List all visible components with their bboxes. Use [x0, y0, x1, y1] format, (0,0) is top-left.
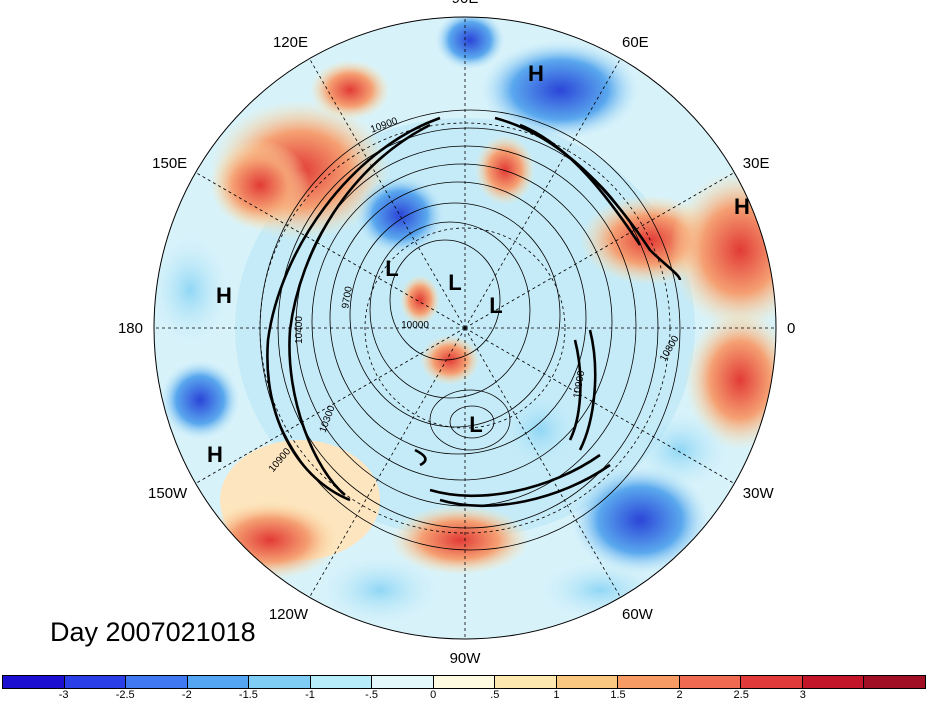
- meridian-line: [309, 327, 466, 598]
- colorbar-swatch: [556, 676, 619, 688]
- colorbar-tick-label: -2.5: [115, 689, 135, 701]
- longitude-label: 30W: [743, 485, 775, 502]
- colorbar-tick-label: -2: [181, 689, 192, 701]
- colorbar-tick-label: 3: [799, 689, 806, 701]
- colorbar-swatch: [618, 676, 680, 688]
- colorbar-swatch: [187, 676, 250, 688]
- colorbar-ticks: -3 -2.5 -2 -1.5 -1 -.5 0 .5 1 1.5 2 2.5 3: [2, 689, 926, 702]
- low-pressure-label: L: [489, 293, 502, 318]
- low-pressure-label: L: [448, 270, 461, 295]
- longitude-label: 120E: [273, 34, 308, 51]
- longitude-label: 60W: [622, 606, 654, 623]
- meridian-line: [464, 327, 735, 484]
- longitude-label: 120W: [269, 606, 309, 623]
- contour-value-label: 9700: [340, 285, 355, 309]
- colorbar: [2, 675, 926, 689]
- colorbar-swatch: [3, 676, 65, 688]
- low-pressure-label: L: [469, 412, 482, 437]
- colorbar-tick-label: -.5: [365, 689, 379, 701]
- longitude-labels: 90E 60E 30E 0 30W 60W 90W 120W 150W 180 150E 120E: [118, 0, 795, 667]
- colorbar-swatch: [249, 676, 311, 688]
- longitude-label: 90E: [452, 0, 479, 7]
- longitude-label: 180: [118, 320, 143, 337]
- polar-map: 90E 60E 30E 0 30W 60W 90W 120W 150W 180 150E 120E H…: [118, 0, 795, 667]
- meridian-line: [464, 58, 621, 329]
- colorbar-tick-label: 1: [553, 689, 560, 701]
- longitude-label: 90W: [450, 650, 482, 667]
- low-pressure-label: L: [385, 256, 398, 281]
- high-pressure-label: H: [216, 283, 232, 308]
- longitude-label: 0: [787, 320, 795, 337]
- colorbar-tick-label: .5: [490, 689, 500, 701]
- colorbar-swatch: [802, 676, 865, 688]
- colorbar-swatch: [433, 676, 496, 688]
- colorbar-tick-label: -3: [58, 689, 69, 701]
- colorbar-tick-label: -1: [305, 689, 315, 701]
- colorbar-swatch: [372, 676, 434, 688]
- colorbar-swatch: [864, 676, 925, 688]
- high-pressure-label: H: [528, 61, 544, 86]
- pressure-center-labels: H H H H L L L L: [207, 61, 750, 467]
- contour-value-label: 10000: [401, 320, 429, 331]
- high-pressure-label: H: [207, 442, 223, 467]
- high-pressure-label: H: [734, 194, 750, 219]
- map-grid: [153, 16, 777, 640]
- colorbar-swatch: [310, 676, 373, 688]
- colorbar-tick-label: 2.5: [733, 689, 749, 701]
- longitude-label: 60E: [622, 34, 649, 51]
- longitude-label: 150E: [152, 155, 187, 172]
- colorbar-tick-label: 2: [676, 689, 683, 701]
- contour-value-label: 10400: [294, 316, 305, 344]
- colorbar-tick-label: 1.5: [610, 689, 626, 701]
- contour-value-label: 10900: [572, 369, 588, 399]
- meridian-line: [195, 327, 466, 484]
- day-label: Day 2007021018: [50, 617, 256, 647]
- longitude-label: 150W: [148, 485, 188, 502]
- colorbar-tick-label: 0: [430, 689, 437, 701]
- meridian-line: [464, 327, 621, 598]
- height-contours: [259, 109, 681, 551]
- colorbar-swatch: [64, 676, 127, 688]
- meridian-line: [195, 172, 466, 329]
- colorbar-swatch: [741, 676, 803, 688]
- longitude-label: 30E: [743, 155, 770, 172]
- colorbar-swatch: [495, 676, 557, 688]
- colorbar-tick-label: -1.5: [238, 689, 258, 701]
- meridian-line: [464, 172, 735, 329]
- meridian-line: [309, 58, 466, 329]
- colorbar-swatch: [679, 676, 742, 688]
- colorbar-swatch: [126, 676, 188, 688]
